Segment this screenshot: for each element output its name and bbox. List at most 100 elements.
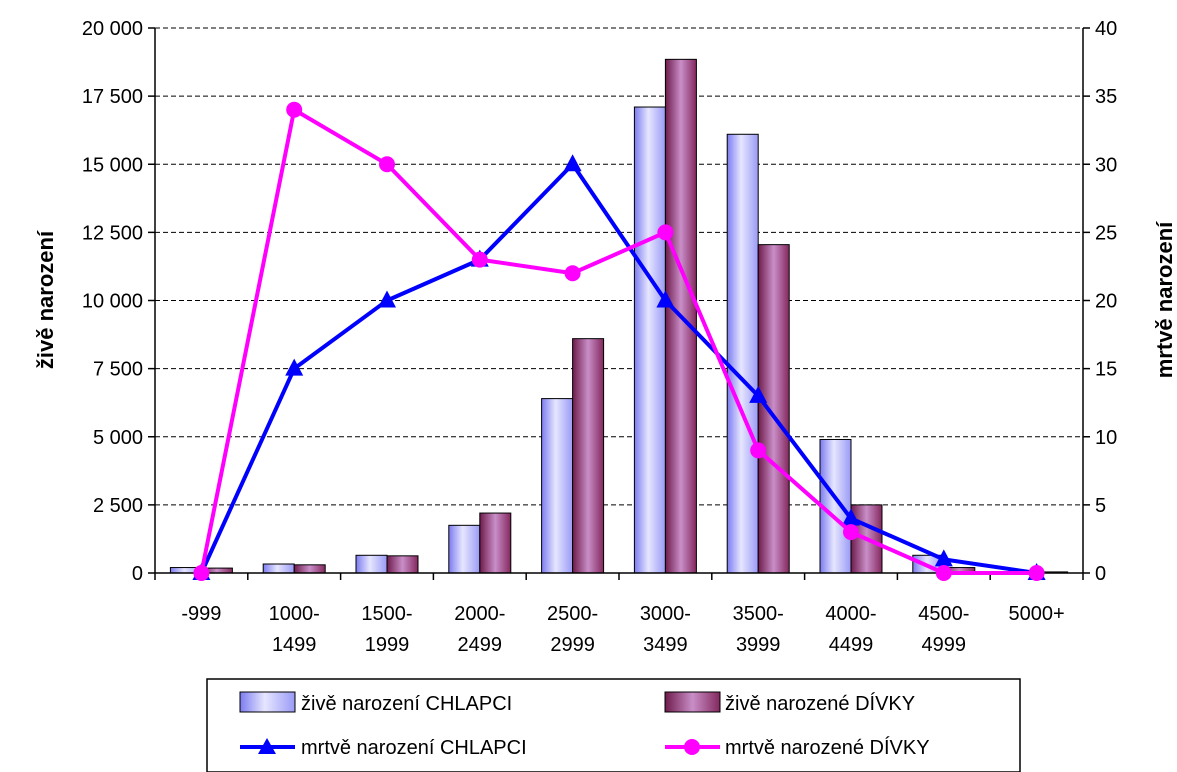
x-tick-label: 4000- 4499	[825, 603, 876, 656]
point-boys-stillborn	[934, 549, 953, 567]
x-tick-label-line: 2000-	[454, 603, 505, 625]
x-tick-label-line: 5000+	[1009, 603, 1065, 625]
left-tick-label: 7 500	[93, 359, 143, 381]
x-tick-label: 3000- 3499	[640, 603, 691, 656]
x-axis-ticks: -999 1000- 1499 1500- 1999 2000- 2499 2500- 2999…	[181, 603, 1064, 656]
right-axis-ticks: 0 5 10 15 20 25 30 35 40	[1095, 18, 1117, 585]
bar-girls-live	[386, 555, 419, 574]
right-tick-label: 20	[1095, 291, 1117, 313]
x-tick-label-line: -999	[181, 603, 221, 625]
left-axis-ticks: 0 2 500 5 000 7 500 10 000 12 500 15 000 17 500…	[82, 18, 143, 585]
left-tick-label: 2 500	[93, 495, 143, 517]
legend-circle-marker	[684, 739, 700, 755]
x-tick-label-line: 4499	[829, 634, 874, 656]
y-axis-title-left: živě narození	[33, 230, 58, 369]
right-tick-label: 10	[1095, 427, 1117, 449]
right-tick-label: 25	[1095, 222, 1117, 244]
point-girls-stillborn	[471, 251, 488, 268]
x-tick-label: 5000+	[1009, 603, 1065, 625]
legend-item-girls-stillborn: mrtvě narozené DÍVKY	[665, 736, 930, 759]
bar-boys-live	[633, 106, 666, 574]
x-tick-label-line: 4000-	[825, 603, 876, 625]
point-girls-stillborn	[564, 265, 581, 282]
y-axis-title-right: mrtvě narození	[1152, 221, 1177, 378]
bar-boys-live	[448, 524, 481, 574]
point-girls-stillborn	[750, 442, 767, 459]
bar-girls-live	[293, 564, 326, 574]
legend-item-boys-stillborn: mrtvě narození CHLAPCI	[240, 737, 527, 759]
bar-boys-live	[355, 554, 388, 574]
left-tick-label: 10 000	[82, 291, 143, 313]
x-tick-label-line: 2999	[550, 634, 595, 656]
left-tick-label: 12 500	[82, 222, 143, 244]
point-girls-stillborn	[935, 565, 952, 581]
legend-label-girls-stillborn: mrtvě narozené DÍVKY	[725, 736, 930, 759]
gridlines	[155, 27, 1083, 506]
x-tick-label: 1000- 1499	[269, 603, 320, 656]
legend-label-boys-stillborn: mrtvě narození CHLAPCI	[301, 737, 527, 759]
legend-item-boys-live: živě narození CHLAPCI	[239, 691, 512, 715]
point-girls-stillborn	[657, 224, 674, 241]
x-tick-label-line: 3499	[643, 634, 688, 656]
left-tick-label: 20 000	[82, 18, 143, 40]
x-tick-label-line: 1499	[272, 634, 317, 656]
x-tick-label-line: 1500-	[361, 603, 412, 625]
bar-girls-live	[757, 244, 790, 574]
x-tick-label-line: 1999	[365, 634, 410, 656]
point-boys-stillborn	[285, 358, 304, 376]
axes	[148, 27, 1090, 580]
legend-swatch-boys-live	[239, 691, 296, 713]
point-girls-stillborn	[843, 524, 859, 541]
left-tick-label: 0	[132, 563, 143, 585]
point-girls-stillborn	[379, 156, 395, 173]
x-tick-label-line: 2499	[458, 634, 503, 656]
x-tick-label: 4500- 4999	[918, 603, 969, 656]
right-tick-label: 5	[1095, 495, 1106, 517]
x-tick-label: -999	[181, 603, 221, 625]
x-tick-label-line: 3999	[736, 634, 781, 656]
point-boys-stillborn	[563, 154, 582, 172]
bar-girls-live	[479, 512, 512, 574]
right-tick-label: 0	[1095, 563, 1106, 585]
point-boys-stillborn	[842, 508, 860, 526]
x-tick-label: 3500- 3999	[733, 603, 784, 656]
bar-boys-live	[262, 563, 295, 574]
point-boys-stillborn	[749, 385, 768, 403]
x-tick-label-line: 3000-	[640, 603, 691, 625]
point-girls-stillborn	[193, 565, 210, 581]
point-boys-stillborn	[656, 290, 675, 308]
x-tick-label-line: 3500-	[733, 603, 784, 625]
bar-series	[169, 58, 1069, 574]
left-tick-label: 5 000	[93, 427, 143, 449]
x-tick-label-line: 4500-	[918, 603, 969, 625]
legend-swatch-girls-live	[664, 691, 721, 713]
legend-label-girls-live: živě narozené DÍVKY	[725, 692, 915, 715]
point-girls-stillborn	[286, 101, 303, 118]
legend-label-boys-live: živě narození CHLAPCI	[301, 693, 512, 715]
x-tick-label-line: 4999	[922, 634, 967, 656]
right-tick-label: 35	[1095, 86, 1117, 108]
point-girls-stillborn	[1028, 565, 1045, 581]
x-tick-label: 2000- 2499	[454, 603, 505, 656]
legend-item-girls-live: živě narozené DÍVKY	[664, 691, 915, 715]
right-tick-label: 30	[1095, 154, 1117, 176]
right-tick-label: 15	[1095, 359, 1117, 381]
legend-triangle-marker	[258, 738, 276, 754]
point-boys-stillborn	[378, 290, 396, 308]
bar-boys-live	[726, 133, 759, 574]
x-tick-label: 2500- 2999	[547, 603, 598, 656]
line-series	[192, 101, 1046, 581]
line-boys-stillborn	[199, 162, 1037, 575]
line-girls-stillborn	[199, 107, 1037, 575]
bar-girls-live	[572, 338, 605, 574]
right-tick-label: 40	[1095, 18, 1117, 40]
bar-boys-live	[541, 398, 574, 574]
left-tick-label: 15 000	[82, 154, 143, 176]
bar-boys-live	[819, 438, 852, 574]
x-tick-label: 1500- 1999	[361, 603, 412, 656]
x-tick-label-line: 1000-	[269, 603, 320, 625]
legend-frame	[206, 678, 1021, 772]
left-tick-label: 17 500	[82, 86, 143, 108]
legend: živě narození CHLAPCI živě narozené DÍVK…	[206, 678, 1021, 772]
x-tick-label-line: 2500-	[547, 603, 598, 625]
